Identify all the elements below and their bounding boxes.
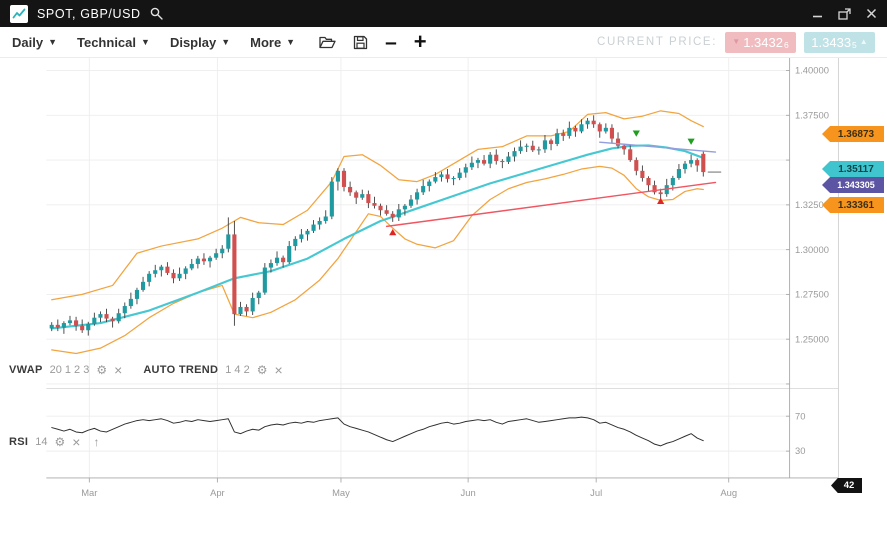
menu-technical[interactable]: Technical ▼ [77,35,150,50]
app-logo-icon [10,4,28,23]
svg-text:Apr: Apr [210,487,225,498]
svg-text:1.37500: 1.37500 [795,109,829,120]
svg-text:Jul: Jul [590,487,602,498]
rsi-line [51,416,704,447]
restore-window-button[interactable] [838,7,851,20]
main-pane-legend: VWAP 20 1 2 3 ⚙ × AUTO TREND 1 4 2 ⚙ × [9,363,297,377]
time-axis-labels: Mar Apr May Jun Jul Aug [81,477,737,498]
svg-text:1.40000: 1.40000 [795,65,829,76]
bollinger-bands [51,110,704,355]
vwap-legend-params: 20 1 2 3 [49,364,90,376]
open-chart-button[interactable] [319,35,336,49]
search-icon[interactable] [150,7,163,20]
close-button[interactable] [866,8,877,19]
chevron-down-icon: ▼ [48,37,57,47]
sell-signal-triangle-icon [687,138,695,145]
svg-text:Aug: Aug [720,487,737,498]
rsi-legend-params: 14 [35,436,48,448]
rsi-pane-legend: RSI 14 ⚙ × ↑ [9,435,113,449]
menu-display-label: Display [169,34,217,50]
svg-text:30: 30 [795,445,805,456]
rsi-value-tag: 42 [831,478,862,493]
rsi-settings-gear-icon[interactable]: ⚙ [54,435,66,449]
auto-trend-legend-params: 1 4 2 [225,364,250,376]
price-axis-labels: 1.40000 1.37500 1.32500 1.30000 1.27500 1.250… [786,65,829,456]
vwap-price-tag: 1.35117 [822,161,884,177]
svg-text:Mar: Mar [81,487,97,498]
minimize-button[interactable] [812,8,823,19]
grid-lines [46,58,790,478]
save-button[interactable] [353,35,368,50]
chart-canvas[interactable]: 1.40000 1.37500 1.32500 1.30000 1.27500 1.250… [0,58,887,555]
buy-signal-triangle-icon [389,229,397,236]
auto-trend-legend-name: AUTO TREND [143,364,219,376]
chart-toolbar: Daily ▼ Technical ▼ Display ▼ More ▼ – +… [0,27,887,58]
vwap-remove-icon[interactable]: × [114,362,123,378]
vwap-line [50,144,705,330]
vwap-settings-gear-icon[interactable]: ⚙ [96,363,108,377]
ask-price-value: 1.3433 [811,34,852,50]
chevron-down-icon: ▼ [221,37,231,47]
bollinger-lower-price-tag: 1.33361 [822,197,884,213]
bollinger-upper-price-tag: 1.36873 [822,126,884,142]
bid-price-value: 1.3432 [743,34,783,50]
zoom-in-button[interactable]: + [413,29,427,54]
svg-text:1.27500: 1.27500 [795,289,829,300]
rsi-move-up-icon[interactable]: ↑ [93,435,100,449]
bid-price-button[interactable]: ▼ 1.3432 6 [725,31,796,53]
chevron-down-icon: ▼ [141,37,150,47]
zoom-out-button[interactable]: – [385,30,397,54]
svg-text:1.25000: 1.25000 [795,333,829,344]
auto-trend-lines [385,141,717,228]
chart-region: 1.40000 1.37500 1.32500 1.30000 1.27500 1.250… [0,58,887,555]
bid-price-pip: 6 [783,40,789,50]
window-controls [812,7,877,20]
title-bar: SPOT, GBP/USD [0,0,887,27]
price-down-arrow-icon: ▼ [732,37,741,46]
rsi-legend-name: RSI [9,436,29,448]
vwap-legend: VWAP 20 1 2 3 ⚙ × [9,363,122,377]
auto-trend-settings-gear-icon[interactable]: ⚙ [256,363,268,377]
signal-markers [389,130,695,236]
auto-trend-remove-icon[interactable]: × [274,362,283,378]
axes [46,58,839,479]
svg-text:1.32500: 1.32500 [795,199,829,210]
menu-display[interactable]: Display ▼ [170,35,230,50]
menu-timeframe-label: Daily [12,34,44,50]
window-title: SPOT, GBP/USD [37,6,141,21]
chevron-down-icon: ▼ [286,37,296,47]
menu-timeframe[interactable]: Daily ▼ [12,35,57,50]
vwap-legend-name: VWAP [9,364,43,376]
last-price-tag: 1.343305 [822,177,884,193]
svg-text:1.30000: 1.30000 [795,244,829,255]
ask-price-button[interactable]: 1.3433 5 ▲ [804,31,875,53]
svg-text:Jun: Jun [461,487,476,498]
auto-trend-legend: AUTO TREND 1 4 2 ⚙ × [143,363,282,377]
menu-more-label: More [250,34,282,50]
rsi-remove-icon[interactable]: × [72,434,81,450]
rsi-legend: RSI 14 ⚙ × ↑ [9,435,99,449]
menu-more[interactable]: More ▼ [250,35,295,50]
ask-price-pip: 5 [852,40,857,50]
buy-signal-triangle-icon [657,197,665,204]
price-up-arrow-icon: ▲ [859,37,868,46]
svg-text:May: May [332,487,350,498]
current-price-label: CURRENT PRICE: [597,36,717,48]
menu-technical-label: Technical [77,34,137,50]
candlestick-series [49,115,706,336]
svg-text:70: 70 [795,410,805,421]
sell-signal-triangle-icon [632,130,640,137]
